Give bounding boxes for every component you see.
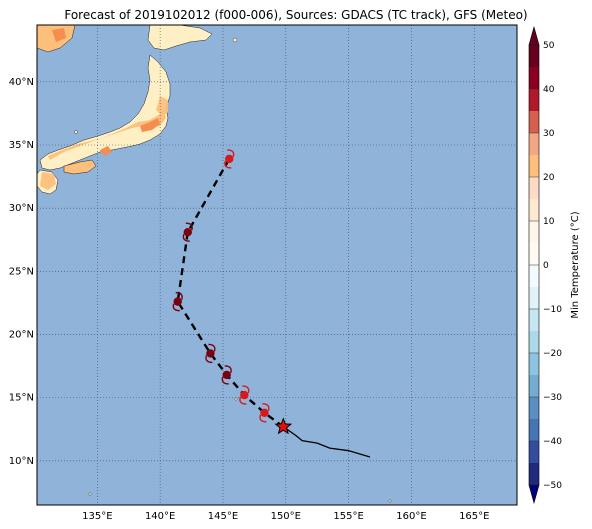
lat-tick-label: 40°N <box>9 77 34 88</box>
island-small-2 <box>88 492 92 496</box>
lat-tick-label: 20°N <box>9 329 34 340</box>
lon-tick-label: 160°E <box>396 511 426 522</box>
lat-tick-label: 25°N <box>9 266 34 277</box>
island-bonin <box>232 37 238 43</box>
cyclone-marker <box>224 149 235 169</box>
island-small-4 <box>234 397 238 401</box>
temp-zone-orange-north <box>156 96 168 116</box>
colorbar-tick-label: 40 <box>543 85 555 95</box>
longitude-ticks: 135°E 140°E 145°E 150°E 155°E 160°E 165°E <box>82 511 489 522</box>
current-position-star-icon <box>274 417 293 435</box>
colorbar-band <box>529 331 539 354</box>
colorbar-band <box>529 243 539 266</box>
temp-zone-dark-orange-2 <box>100 146 112 156</box>
colorbar-band <box>529 89 539 112</box>
forecast-track-line <box>176 158 284 428</box>
colorbar-tick-label: 0 <box>543 261 549 271</box>
colorbar-label: Min Temperature (°C) <box>570 211 581 318</box>
colorbar: 50 40 30 20 10 0 −10 −20 −30 −40 −50 Min Temperatur… <box>528 25 581 505</box>
colorbar-band <box>529 221 539 244</box>
map-border <box>36 24 518 506</box>
colorbar-extend-bottom <box>528 484 540 505</box>
cyclone-track <box>172 149 371 458</box>
land-japan <box>36 24 392 503</box>
colorbar-band <box>529 199 539 222</box>
ocean <box>37 25 517 505</box>
colorbar-tick-label: 10 <box>543 217 555 227</box>
cyclone-marker <box>182 222 193 242</box>
colorbar-band <box>529 287 539 310</box>
lon-tick-label: 165°E <box>459 511 489 522</box>
lat-tick-label: 15°N <box>9 393 34 404</box>
colorbar-band <box>529 45 539 68</box>
lat-tick-label: 10°N <box>9 456 34 467</box>
cyclone-marker <box>239 385 250 405</box>
lon-tick-label: 145°E <box>208 511 238 522</box>
lat-tick-label: 35°N <box>9 140 34 151</box>
island-small-1 <box>74 130 78 134</box>
colorbar-band <box>529 177 539 200</box>
temp-zone-dark-orange-topleft <box>52 28 66 42</box>
lon-tick-label: 155°E <box>333 511 363 522</box>
land-shikoku <box>63 159 97 175</box>
lat-tick-label: 30°N <box>9 203 34 214</box>
colorbar-band <box>529 419 539 442</box>
island-small-3 <box>388 499 392 503</box>
colorbar-band <box>529 155 539 178</box>
colorbar-tick-label: 20 <box>543 173 555 183</box>
colorbar-extend-top <box>528 25 540 46</box>
colorbar-band <box>529 111 539 134</box>
colorbar-band <box>529 463 539 486</box>
colorbar-band <box>529 265 539 288</box>
latitude-ticks: 10°N 15°N 20°N 25°N 30°N 35°N 40°N <box>9 77 34 467</box>
colorbar-tick-label: −10 <box>543 305 562 315</box>
colorbar-band <box>529 441 539 464</box>
cyclone-marker <box>259 403 270 423</box>
colorbar-band <box>529 67 539 90</box>
colorbar-tick-label: 50 <box>543 41 555 51</box>
colorbar-band <box>529 133 539 156</box>
land-hokkaido <box>147 24 213 51</box>
colorbar-band <box>529 309 539 332</box>
temp-zone-dark-orange <box>140 118 160 132</box>
lon-tick-label: 140°E <box>145 511 175 522</box>
colorbar-tick-label: −20 <box>543 349 562 359</box>
map-title: Forecast of 2019102012 (f000-006), Sourc… <box>64 8 528 22</box>
cyclone-marker <box>221 365 232 385</box>
colorbar-tick-label: −30 <box>543 393 562 403</box>
map-area <box>36 24 518 506</box>
colorbar-band <box>529 397 539 420</box>
colorbar-band <box>529 375 539 398</box>
colorbar-band <box>529 353 539 376</box>
lon-tick-label: 150°E <box>271 511 301 522</box>
temp-zone-orange-kyushu <box>40 172 56 190</box>
colorbar-tick-label: −50 <box>543 481 562 491</box>
past-track-line <box>282 426 371 458</box>
colorbar-tick-label: 30 <box>543 129 555 139</box>
colorbar-tick-label: −40 <box>543 437 562 447</box>
cyclone-marker <box>172 291 183 312</box>
lon-tick-label: 135°E <box>82 511 112 522</box>
cyclone-marker <box>205 343 216 364</box>
